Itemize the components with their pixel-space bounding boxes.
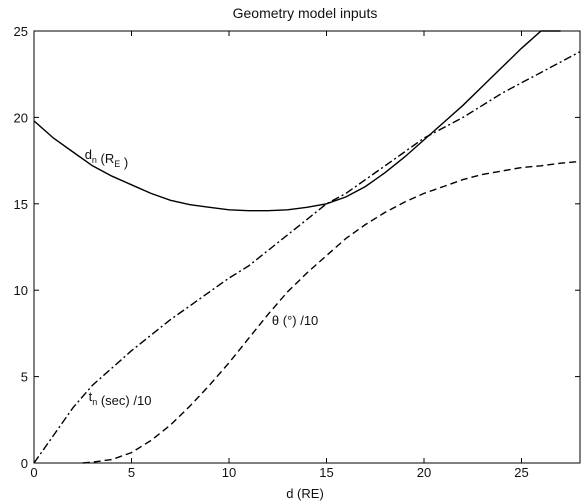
annotation-text: θ bbox=[272, 313, 279, 328]
x-tick-label: 20 bbox=[417, 465, 431, 480]
series-annotation: dn (RE ) bbox=[85, 147, 129, 170]
series-line-dashed bbox=[82, 160, 581, 464]
annotation-subscript: E bbox=[114, 159, 120, 169]
x-tick-label: 15 bbox=[319, 465, 333, 480]
annotation-subscript: n bbox=[92, 397, 97, 407]
x-tick-label: 5 bbox=[128, 465, 135, 480]
series-annotation: θ (°) /10 bbox=[272, 313, 318, 328]
y-tick-label: 10 bbox=[14, 283, 28, 298]
y-tick-label: 5 bbox=[21, 370, 28, 385]
series-lines bbox=[33, 30, 581, 464]
plot-frame bbox=[33, 30, 581, 464]
annotation-text: (°) /10 bbox=[279, 313, 318, 328]
y-tick-label: 15 bbox=[14, 197, 28, 212]
annotation-text: (R bbox=[97, 151, 114, 166]
series-line-dashdot bbox=[33, 51, 581, 464]
x-tick-label: 25 bbox=[514, 465, 528, 480]
x-axis-label: d (RE) bbox=[286, 486, 324, 501]
series-line-solid bbox=[33, 30, 561, 212]
annotation-subscript: n bbox=[92, 155, 97, 165]
series-annotation: tn (sec) /10 bbox=[89, 389, 152, 408]
annotation-text: d bbox=[85, 147, 92, 162]
chart-title: Geometry model inputs bbox=[233, 5, 378, 21]
y-tick-label: 0 bbox=[21, 456, 28, 471]
annotation-text: t bbox=[89, 389, 93, 404]
y-tick-label: 25 bbox=[14, 24, 28, 39]
axis-ticks: 0 5 10 15 20 25 0 5 10 15 20 25 bbox=[14, 24, 580, 480]
y-tick-label: 20 bbox=[14, 110, 28, 125]
annotation-text: ) bbox=[120, 155, 128, 170]
annotation-text: (sec) /10 bbox=[97, 393, 151, 408]
x-tick-label: 10 bbox=[222, 465, 236, 480]
x-tick-label: 0 bbox=[30, 465, 37, 480]
